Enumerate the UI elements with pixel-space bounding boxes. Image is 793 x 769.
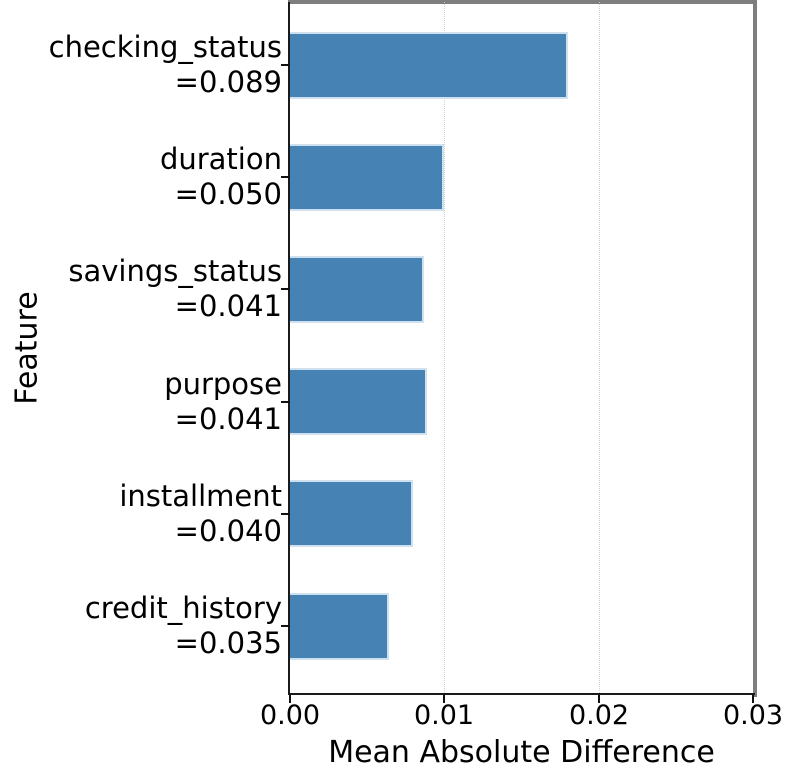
y-tick-label-credit_history: credit_history =0.035 <box>0 591 282 661</box>
feature-name: checking_status <box>48 30 282 64</box>
y-tick-duration <box>281 176 290 178</box>
y-tick-label-savings_status: savings_status =0.041 <box>0 254 282 324</box>
grid-line-x-0.02 <box>599 2 600 693</box>
x-tick-0.03 <box>752 695 754 703</box>
feature-name: duration <box>159 142 282 176</box>
plot-spine-left <box>288 2 290 693</box>
bar-installment <box>290 480 413 547</box>
feature-annotation: =0.041 <box>174 402 282 436</box>
feature-name: savings_status <box>68 254 282 288</box>
feature-annotation: =0.040 <box>174 514 282 548</box>
feature-name: purpose <box>164 367 282 401</box>
y-tick-credit_history <box>281 625 290 627</box>
y-tick-label-checking_status: checking_status =0.089 <box>0 30 282 100</box>
x-tick-label-0.00: 0.00 <box>259 700 321 731</box>
x-tick-0.01 <box>443 695 445 703</box>
bar-credit_history <box>290 593 389 660</box>
feature-name: installment <box>119 479 282 513</box>
feature-annotation: =0.035 <box>174 626 282 660</box>
plot-area <box>290 2 753 693</box>
y-tick-purpose <box>281 401 290 403</box>
plot-spine-right <box>753 0 757 697</box>
x-tick-label-0.02: 0.02 <box>568 700 630 731</box>
x-tick-label-0.01: 0.01 <box>413 700 475 731</box>
x-axis-label: Mean Absolute Difference <box>328 735 715 769</box>
x-tick-0.00 <box>289 695 291 703</box>
feature-annotation: =0.050 <box>174 177 282 211</box>
bar-purpose <box>290 368 427 435</box>
y-tick-installment <box>281 513 290 515</box>
x-tick-label-0.03: 0.03 <box>722 700 784 731</box>
y-tick-savings_status <box>281 288 290 290</box>
feature-name: credit_history <box>84 591 282 625</box>
plot-spine-top <box>288 0 757 4</box>
feature-annotation: =0.089 <box>174 65 282 99</box>
x-tick-0.02 <box>598 695 600 703</box>
bar-duration <box>290 144 444 211</box>
y-tick-checking_status <box>281 64 290 66</box>
bar-checking_status <box>290 32 568 99</box>
y-tick-label-purpose: purpose =0.041 <box>0 367 282 437</box>
y-tick-label-installment: installment =0.040 <box>0 479 282 549</box>
grid-line-x-0.01 <box>444 2 445 693</box>
y-tick-label-duration: duration =0.050 <box>0 142 282 212</box>
bar-savings_status <box>290 256 424 323</box>
plot-spine-bottom <box>288 693 755 695</box>
feature-annotation: =0.041 <box>174 289 282 323</box>
